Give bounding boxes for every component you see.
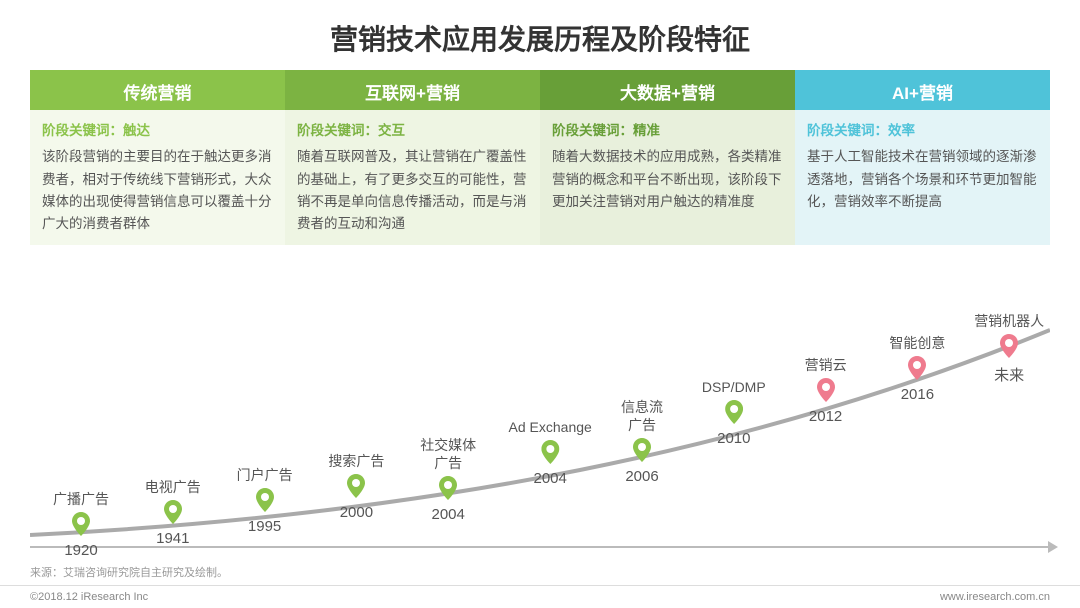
stage-1: 传统营销 阶段关键词：触达 该阶段营销的主要目的在于触达更多消费者，相对于传统线… bbox=[30, 70, 285, 245]
timeline-point-4: 社交媒体广告 2004 bbox=[420, 436, 476, 523]
point-label: 电视广告 bbox=[145, 478, 201, 496]
map-pin-icon bbox=[633, 438, 651, 462]
timeline-point-0: 广播广告 1920 bbox=[53, 490, 109, 559]
stage-2-desc: 随着互联网普及，其让营销在广覆盖性的基础上，有了更多交互的可能性，营销不再是单向… bbox=[297, 146, 528, 235]
point-year: 2012 bbox=[805, 408, 847, 425]
timeline-point-10: 营销机器人未来 bbox=[974, 312, 1044, 385]
footer: ©2018.12 iResearch Inc www.iresearch.com… bbox=[0, 585, 1080, 608]
timeline: 广播广告 1920 电视广告 1941 门户广告 1995 搜索广告 2000 社交媒体广告 20… bbox=[30, 300, 1050, 560]
map-pin-icon bbox=[908, 356, 926, 380]
timeline-point-9: 智能创意 2016 bbox=[889, 334, 945, 403]
point-label: 营销云 bbox=[805, 356, 847, 374]
stages-row: 传统营销 阶段关键词：触达 该阶段营销的主要目的在于触达更多消费者，相对于传统线… bbox=[0, 70, 1080, 245]
point-year: 1920 bbox=[53, 542, 109, 559]
map-pin-icon bbox=[164, 500, 182, 524]
stage-4-keyword: 阶段关键词：效率 bbox=[807, 120, 1038, 142]
stage-4-desc: 基于人工智能技术在营销领域的逐渐渗透落地，营销各个场景和环节更加智能化，营销效率… bbox=[807, 146, 1038, 213]
stage-1-desc: 该阶段营销的主要目的在于触达更多消费者，相对于传统线下营销形式，大众媒体的出现使… bbox=[42, 146, 273, 235]
copyright: ©2018.12 iResearch Inc bbox=[30, 591, 148, 603]
stage-2-keyword: 阶段关键词：交互 bbox=[297, 120, 528, 142]
point-year: 1995 bbox=[237, 518, 293, 535]
timeline-point-2: 门户广告 1995 bbox=[237, 466, 293, 535]
timeline-point-6: 信息流广告 2006 bbox=[621, 398, 663, 485]
stage-3: 大数据+营销 阶段关键词：精准 随着大数据技术的应用成熟，各类精准营销的概念和平… bbox=[540, 70, 795, 245]
stage-4-header: AI+营销 bbox=[795, 73, 1050, 110]
map-pin-icon bbox=[541, 440, 559, 464]
map-pin-icon bbox=[725, 400, 743, 424]
point-label: 社交媒体广告 bbox=[420, 436, 476, 472]
stage-3-desc: 随着大数据技术的应用成熟，各类精准营销的概念和平台不断出现，该阶段下更加关注营销… bbox=[552, 146, 783, 213]
point-year: 未来 bbox=[974, 364, 1044, 385]
timeline-point-1: 电视广告 1941 bbox=[145, 478, 201, 547]
page-title: 营销技术应用发展历程及阶段特征 bbox=[0, 0, 1080, 70]
point-label: DSP/DMP bbox=[702, 378, 766, 396]
map-pin-icon bbox=[439, 476, 457, 500]
stage-3-keyword: 阶段关键词：精准 bbox=[552, 120, 783, 142]
footer-url: www.iresearch.com.cn bbox=[940, 591, 1050, 603]
point-year: 2004 bbox=[420, 506, 476, 523]
map-pin-icon bbox=[72, 512, 90, 536]
timeline-point-8: 营销云 2012 bbox=[805, 356, 847, 425]
point-year: 2000 bbox=[328, 504, 384, 521]
timeline-point-7: DSP/DMP 2010 bbox=[702, 378, 766, 447]
map-pin-icon bbox=[347, 474, 365, 498]
stage-2: 互联网+营销 阶段关键词：交互 随着互联网普及，其让营销在广覆盖性的基础上，有了… bbox=[285, 70, 540, 245]
point-year: 2006 bbox=[621, 468, 663, 485]
map-pin-icon bbox=[256, 488, 274, 512]
timeline-point-3: 搜索广告 2000 bbox=[328, 452, 384, 521]
map-pin-icon bbox=[1000, 334, 1018, 358]
point-year: 2016 bbox=[889, 386, 945, 403]
stage-2-header: 互联网+营销 bbox=[285, 73, 540, 110]
point-label: 营销机器人 bbox=[974, 312, 1044, 330]
point-label: Ad Exchange bbox=[509, 418, 592, 436]
point-label: 广播广告 bbox=[53, 490, 109, 508]
stage-3-header: 大数据+营销 bbox=[540, 73, 795, 110]
point-label: 门户广告 bbox=[237, 466, 293, 484]
timeline-point-5: Ad Exchange 2004 bbox=[509, 418, 592, 487]
stage-1-header: 传统营销 bbox=[30, 73, 285, 110]
stage-4: AI+营销 阶段关键词：效率 基于人工智能技术在营销领域的逐渐渗透落地，营销各个… bbox=[795, 70, 1050, 245]
point-label: 搜索广告 bbox=[328, 452, 384, 470]
point-label: 信息流广告 bbox=[621, 398, 663, 434]
point-year: 2004 bbox=[509, 470, 592, 487]
source-text: 来源：艾瑞咨询研究院自主研究及绘制。 bbox=[30, 564, 228, 580]
point-year: 2010 bbox=[702, 430, 766, 447]
point-label: 智能创意 bbox=[889, 334, 945, 352]
map-pin-icon bbox=[817, 378, 835, 402]
point-year: 1941 bbox=[145, 530, 201, 547]
stage-1-keyword: 阶段关键词：触达 bbox=[42, 120, 273, 142]
